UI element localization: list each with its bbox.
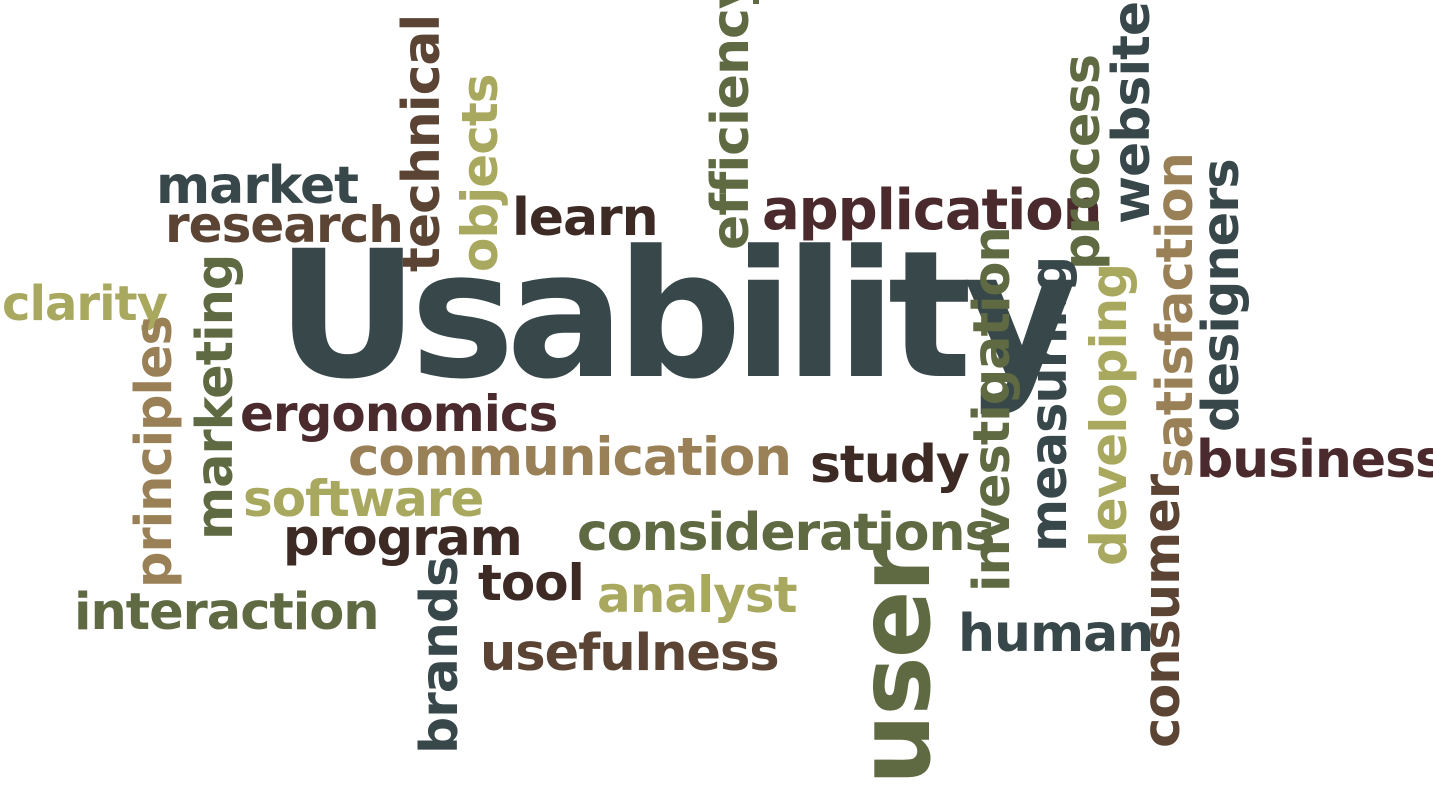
word-marketing: marketing bbox=[186, 254, 245, 540]
word-efficiency: efficiency bbox=[701, 0, 761, 250]
word-technical: technical bbox=[392, 14, 452, 272]
word-research: research bbox=[165, 196, 404, 254]
word-software: software bbox=[243, 470, 484, 528]
word-considerations: considerations bbox=[577, 503, 995, 563]
word-developing: developing bbox=[1080, 263, 1138, 566]
word-study: study bbox=[810, 435, 970, 495]
word-analyst: analyst bbox=[597, 566, 797, 624]
word-consumer: consumer bbox=[1133, 475, 1192, 748]
word-usefulness: usefulness bbox=[480, 624, 780, 683]
word-process: process bbox=[1053, 54, 1112, 270]
word-application: application bbox=[762, 178, 1102, 243]
word-clarity: clarity bbox=[2, 276, 168, 332]
word-principles: principles bbox=[125, 316, 184, 588]
word-program: program bbox=[283, 509, 523, 568]
word-ergonomics: ergonomics bbox=[240, 385, 558, 443]
word-objects: objects bbox=[451, 74, 509, 273]
word-business: business bbox=[1196, 430, 1433, 490]
word-usability: Usability bbox=[276, 213, 1078, 418]
word-investigation: investigation bbox=[963, 227, 1022, 592]
word-measuring: measuring bbox=[1020, 256, 1079, 552]
word-human: human bbox=[958, 604, 1154, 664]
word-designers: designers bbox=[1192, 159, 1251, 432]
word-tool: tool bbox=[478, 554, 585, 612]
word-learn: learn bbox=[512, 188, 659, 248]
word-user: user bbox=[836, 545, 953, 785]
word-interaction: interaction bbox=[74, 583, 380, 642]
word-market: market bbox=[156, 156, 359, 216]
word-brands: brands bbox=[410, 557, 470, 754]
word-communication: communication bbox=[348, 427, 792, 488]
